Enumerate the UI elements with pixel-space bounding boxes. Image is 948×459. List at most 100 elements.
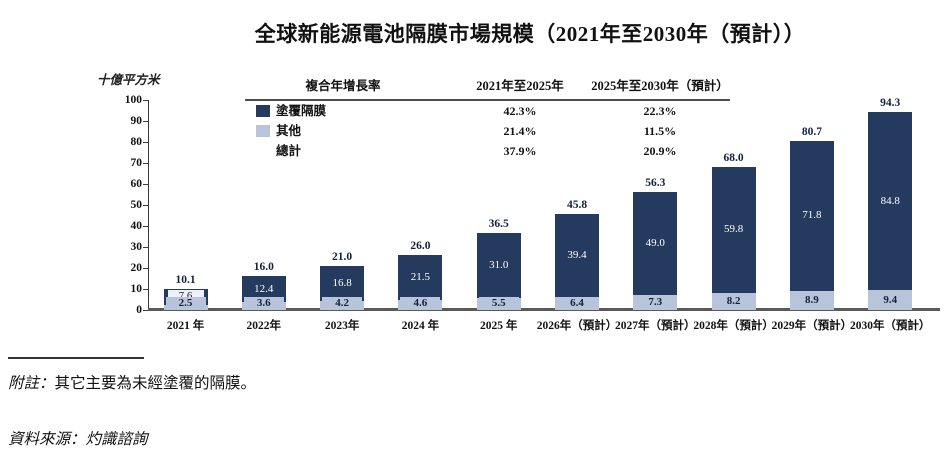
y-tick-mark xyxy=(143,163,148,164)
legend-swatch-coated xyxy=(256,105,270,117)
bar-value-other: 8.9 xyxy=(791,294,832,308)
x-axis-category-label: 2028年（預計） xyxy=(693,320,774,332)
legend-label-total: 總計 xyxy=(276,144,302,158)
x-axis-line xyxy=(148,308,940,311)
x-axis-category-label: 2030年（預計） xyxy=(849,320,931,332)
bar-value-other: 8.2 xyxy=(713,294,754,308)
cagr-table-title: 複合年增長率 xyxy=(305,79,381,93)
bar-group: 80.7 71.8 8.9 2029年（預計） xyxy=(772,0,853,459)
footnote-prefix: 附註： xyxy=(8,375,55,392)
cagr-col-header-2: 2025年至2030年（預計） xyxy=(591,79,729,93)
bar-value-other: 2.5 xyxy=(165,296,206,310)
y-axis-line xyxy=(148,100,149,310)
bar-group: 26.0 21.5 4.6 2024 年 xyxy=(398,0,443,459)
x-axis-category-label: 2026年（預計） xyxy=(536,320,618,332)
bar-value-coated: 59.8 xyxy=(723,223,744,236)
cagr-value: 20.9% xyxy=(643,144,677,158)
y-tick-label: 40 xyxy=(130,220,143,232)
footnote-body: 其它主要為未經塗覆的隔膜。 xyxy=(54,375,257,392)
bar-total-label: 16.0 xyxy=(253,261,274,274)
footnote: 附註：其它主要為未經塗覆的隔膜。 xyxy=(8,371,256,393)
y-tick-mark xyxy=(143,100,148,101)
bar-group: 36.5 31.0 5.5 2025 年 xyxy=(476,0,521,459)
bar-total-label: 80.7 xyxy=(801,125,822,138)
bar-group: 16.0 12.4 3.6 2022年 xyxy=(241,0,286,459)
bar-value-coated: 12.4 xyxy=(254,282,274,295)
bar-value-other: 4.6 xyxy=(400,296,441,310)
data-source: 資料來源：灼識諮詢 xyxy=(8,431,148,448)
bar-segment-coated xyxy=(789,140,834,292)
y-tick-label: 20 xyxy=(130,262,143,274)
y-tick-mark xyxy=(143,205,148,206)
cagr-value: 21.4% xyxy=(503,124,537,138)
x-axis-category-label: 2022年 xyxy=(246,320,282,332)
x-axis-category-label: 2025 年 xyxy=(480,320,518,332)
y-tick-label: 30 xyxy=(130,241,143,253)
bar-group: 94.3 84.8 9.4 2030年（預計） xyxy=(850,0,931,459)
bar-total-label: 21.0 xyxy=(332,250,353,263)
bar-value-coated: 71.8 xyxy=(802,209,822,222)
y-tick-mark xyxy=(143,121,148,122)
y-tick-label: 0 xyxy=(136,304,142,316)
bar-group: 68.0 59.8 8.2 2028年（預計） xyxy=(693,0,774,459)
bar-total-label: 26.0 xyxy=(410,240,431,253)
y-tick-mark xyxy=(143,289,148,290)
bar-value-other: 5.5 xyxy=(478,296,519,310)
bar-value-coated: 84.8 xyxy=(880,194,900,207)
bar-value-coated: 31.0 xyxy=(489,259,509,272)
cagr-value: 11.5% xyxy=(643,124,677,138)
y-tick-label: 70 xyxy=(130,157,143,169)
bar-segment-coated xyxy=(711,167,756,293)
legend-label-other: 其他 xyxy=(276,124,302,138)
bar-group: 21.0 16.8 4.2 2023年 xyxy=(320,0,365,459)
bar-segment-coated xyxy=(555,213,599,297)
cagr-value: 37.9% xyxy=(503,144,537,158)
footnote-rule xyxy=(8,357,144,359)
y-tick-label: 10 xyxy=(130,283,143,295)
bar-value-other: 3.6 xyxy=(243,296,284,310)
legend-label-coated: 塗覆隔膜 xyxy=(276,104,327,118)
cagr-table-rule xyxy=(245,99,730,101)
y-tick-mark xyxy=(143,184,148,185)
y-tick-mark xyxy=(143,310,148,311)
y-tick-mark xyxy=(143,142,148,143)
x-axis-category-label: 2029年（預計） xyxy=(771,320,853,332)
bar-value-coated: 49.0 xyxy=(645,236,665,249)
bar-value-other: 4.2 xyxy=(322,296,363,310)
bar-group: 56.3 49.0 7.3 2027年（預計） xyxy=(615,0,696,459)
bar-total-label: 36.5 xyxy=(488,218,509,231)
bar-segment-coated xyxy=(320,265,365,302)
bar-value-other: 9.4 xyxy=(870,293,911,307)
cagr-value: 42.3% xyxy=(503,104,537,118)
bar-value-coated: 21.5 xyxy=(410,271,431,284)
y-tick-mark xyxy=(143,226,148,227)
bar-segment-coated xyxy=(868,112,913,291)
bar-segment-coated xyxy=(398,255,443,301)
y-tick-label: 60 xyxy=(130,178,143,190)
x-axis-category-label: 2027年（預計） xyxy=(615,320,696,332)
bar-value-coated: 16.8 xyxy=(332,277,352,290)
bar-total-label: 94.3 xyxy=(880,97,901,110)
chart-title: 全球新能源電池隔膜市場規模（2021年至2030年（預計）） xyxy=(254,22,806,46)
cagr-col-header-1: 2021年至2025年 xyxy=(476,79,564,93)
bar-total-label: 68.0 xyxy=(723,152,744,165)
cagr-value: 22.3% xyxy=(643,104,677,118)
bar-segment-coated xyxy=(476,233,521,299)
bar-group: 45.8 39.4 6.4 2026年（預計） xyxy=(537,0,618,459)
bar-value-coated: 39.4 xyxy=(567,248,587,261)
x-axis-category-label: 2024 年 xyxy=(401,320,440,332)
y-tick-label: 90 xyxy=(130,115,143,127)
y-tick-mark xyxy=(143,247,148,248)
bar-total-label: 56.3 xyxy=(645,176,666,189)
x-axis-category-label: 2023年 xyxy=(324,320,360,332)
bar-value-other: 7.3 xyxy=(635,295,676,309)
y-tick-mark xyxy=(143,268,148,269)
x-axis-category-label: 2021 年 xyxy=(166,320,205,332)
y-tick-label: 50 xyxy=(130,199,143,211)
y-tick-label: 100 xyxy=(124,94,142,106)
y-tick-label: 80 xyxy=(130,136,143,148)
bar-total-label: 10.1 xyxy=(175,273,196,286)
bar-total-label: 45.8 xyxy=(566,198,588,211)
